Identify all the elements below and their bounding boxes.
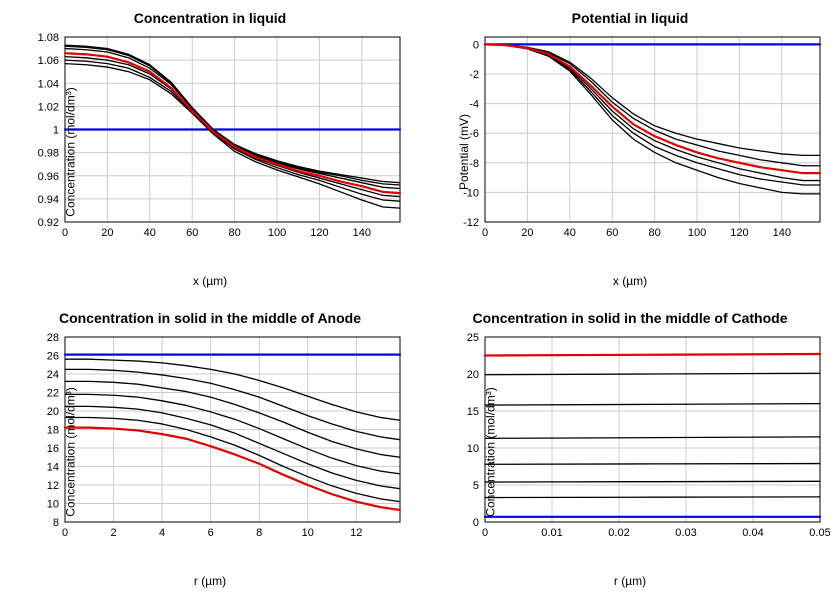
svg-text:-4: -4 [469, 99, 479, 111]
svg-text:0.92: 0.92 [38, 217, 59, 229]
panel-title: Concentration in liquid [10, 10, 410, 26]
chart-area: Concentration (mol/dm³) 0 0.01 0.02 0.03 0.0… [430, 332, 830, 572]
svg-text:0: 0 [482, 527, 488, 539]
svg-text:120: 120 [310, 227, 328, 239]
svg-text:-12: -12 [463, 217, 479, 229]
svg-text:22: 22 [47, 388, 59, 400]
svg-text:1.08: 1.08 [38, 32, 59, 44]
svg-text:8: 8 [256, 527, 262, 539]
svg-text:0: 0 [473, 517, 479, 529]
svg-text:5: 5 [473, 480, 479, 492]
svg-text:0: 0 [482, 227, 488, 239]
svg-text:20: 20 [521, 227, 533, 239]
chart-area: Concentration (mol/dm³) 0246810128101214… [10, 332, 410, 572]
panel-title: Concentration in solid in the middle of … [430, 310, 830, 326]
svg-text:140: 140 [353, 227, 371, 239]
svg-text:16: 16 [47, 443, 59, 455]
svg-text:1.06: 1.06 [38, 55, 59, 67]
svg-text:0.05: 0.05 [809, 527, 830, 539]
svg-text:0.03: 0.03 [675, 527, 696, 539]
svg-text:60: 60 [186, 227, 198, 239]
svg-text:18: 18 [47, 425, 59, 437]
panel-conc-cathode: Concentration in solid in the middle of … [430, 310, 830, 590]
y-axis-label: Concentration (mol/dm³) [484, 387, 498, 516]
svg-text:0.01: 0.01 [541, 527, 562, 539]
panel-conc-liquid: Concentration in liquid Concentration (m… [10, 10, 410, 290]
svg-text:0.96: 0.96 [38, 171, 59, 183]
svg-text:1: 1 [53, 125, 59, 137]
svg-text:6: 6 [208, 527, 214, 539]
svg-text:8: 8 [53, 517, 59, 529]
svg-text:26: 26 [47, 351, 59, 363]
x-axis-label: x (µm) [10, 274, 410, 288]
svg-text:1.02: 1.02 [38, 101, 59, 113]
svg-text:0.02: 0.02 [608, 527, 629, 539]
panel-conc-anode: Concentration in solid in the middle of … [10, 310, 410, 590]
svg-text:20: 20 [467, 369, 479, 381]
svg-text:10: 10 [467, 443, 479, 455]
svg-text:15: 15 [467, 406, 479, 418]
svg-text:100: 100 [268, 227, 286, 239]
y-axis-label: Potential (mV) [457, 114, 471, 190]
svg-text:4: 4 [159, 527, 165, 539]
x-axis-label: x (µm) [430, 274, 830, 288]
svg-text:10: 10 [47, 499, 59, 511]
svg-text:20: 20 [101, 227, 113, 239]
svg-text:12: 12 [350, 527, 362, 539]
svg-text:120: 120 [730, 227, 748, 239]
svg-text:25: 25 [467, 332, 479, 344]
svg-text:20: 20 [47, 406, 59, 418]
svg-text:1.04: 1.04 [38, 78, 59, 90]
svg-text:140: 140 [773, 227, 791, 239]
svg-text:80: 80 [648, 227, 660, 239]
svg-text:60: 60 [606, 227, 618, 239]
chart-grid: Concentration in liquid Concentration (m… [10, 10, 830, 590]
svg-text:80: 80 [228, 227, 240, 239]
svg-text:2: 2 [110, 527, 116, 539]
chart-area: Potential (mV) 020406080100120140-12-10-… [430, 32, 830, 272]
svg-text:10: 10 [302, 527, 314, 539]
x-axis-label: r (µm) [10, 574, 410, 588]
svg-text:14: 14 [47, 462, 59, 474]
x-axis-label: r (µm) [430, 574, 830, 588]
y-axis-label: Concentration (mol/dm³) [64, 387, 78, 516]
panel-title: Potential in liquid [430, 10, 830, 26]
svg-text:0.98: 0.98 [38, 148, 59, 160]
svg-text:100: 100 [688, 227, 706, 239]
svg-text:-2: -2 [469, 69, 479, 81]
svg-text:0: 0 [62, 527, 68, 539]
svg-text:40: 40 [144, 227, 156, 239]
panel-title: Concentration in solid in the middle of … [10, 310, 410, 326]
svg-text:24: 24 [47, 369, 59, 381]
svg-text:0.04: 0.04 [742, 527, 763, 539]
svg-text:0: 0 [473, 39, 479, 51]
chart-area: Concentration (mol/dm³) 0 20 40 60 80 100 120 1… [10, 32, 410, 272]
svg-text:12: 12 [47, 480, 59, 492]
panel-potential-liquid: Potential in liquid Potential (mV) 0 20 40… [430, 10, 830, 290]
svg-text:40: 40 [564, 227, 576, 239]
chart-svg-1: 020406080100120140-12-10-8-6-4-20 [430, 32, 830, 242]
svg-text:28: 28 [47, 332, 59, 344]
svg-text:0.94: 0.94 [38, 194, 59, 206]
svg-text:0: 0 [62, 227, 68, 239]
y-axis-label: Concentration (mol/dm³) [64, 87, 78, 216]
